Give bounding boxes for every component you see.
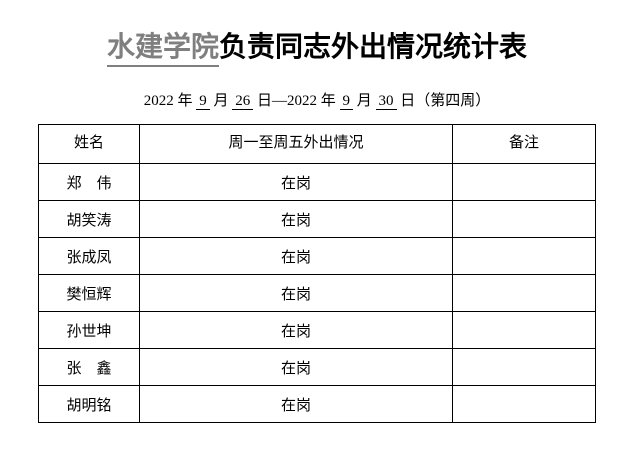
date-segment: 2022 年: [143, 93, 197, 109]
header-weekday-status: 周一至周五外出情况: [139, 124, 453, 164]
table-row: 郑 伟 在岗: [38, 163, 596, 201]
page-title: 水建学院负责同志外出情况统计表: [0, 31, 634, 67]
table-header-row: 姓名 周一至周五外出情况 备注: [38, 124, 596, 164]
cell-remark: [452, 237, 596, 275]
cell-remark: [452, 274, 596, 312]
title-text: 负责同志外出情况统计表: [219, 32, 528, 63]
status-table: 姓名 周一至周五外出情况 备注 郑 伟 在岗 胡笑涛 在岗 张成凤 在岗 樊恒辉…: [38, 124, 596, 423]
header-name: 姓名: [38, 124, 140, 164]
cell-name: 张 鑫: [38, 348, 140, 386]
header-remark: 备注: [452, 124, 596, 164]
date-underlined-month-start: 9: [196, 93, 210, 110]
date-underlined-day-start: 26: [232, 93, 254, 110]
cell-status: 在岗: [139, 311, 453, 349]
cell-status: 在岗: [139, 163, 453, 201]
date-range-line: 2022 年 9 月 26 日—2022 年 9 月 30 日（第四周）: [0, 90, 634, 112]
cell-remark: [452, 385, 596, 423]
cell-status: 在岗: [139, 274, 453, 312]
cell-name: 樊恒辉: [38, 274, 140, 312]
date-segment: 月: [353, 93, 376, 109]
table-row: 张 鑫 在岗: [38, 348, 596, 386]
date-segment: 月: [209, 93, 233, 109]
cell-remark: [452, 311, 596, 349]
cell-remark: [452, 163, 596, 201]
table-row: 樊恒辉 在岗: [38, 274, 596, 312]
cell-status: 在岗: [139, 237, 453, 275]
table-row: 胡笑涛 在岗: [38, 200, 596, 238]
cell-name: 孙世坤: [38, 311, 140, 349]
title-college-name: 水建学院: [106, 32, 219, 67]
date-segment: 日（第四周）: [396, 93, 491, 109]
table-row: 孙世坤 在岗: [38, 311, 596, 349]
cell-name: 胡明铭: [38, 385, 140, 423]
date-underlined-month-end: 9: [339, 93, 353, 110]
table-row: 胡明铭 在岗: [38, 385, 596, 423]
cell-status: 在岗: [139, 200, 453, 238]
cell-status: 在岗: [139, 385, 453, 423]
table-row: 张成凤 在岗: [38, 237, 596, 275]
date-segment: 日—2022 年: [253, 93, 340, 109]
cell-remark: [452, 348, 596, 386]
cell-remark: [452, 200, 596, 238]
date-underlined-day-end: 30: [375, 93, 397, 110]
cell-name: 胡笑涛: [38, 200, 140, 238]
cell-status: 在岗: [139, 348, 453, 386]
cell-name: 张成凤: [38, 237, 140, 275]
cell-name: 郑 伟: [38, 163, 140, 201]
